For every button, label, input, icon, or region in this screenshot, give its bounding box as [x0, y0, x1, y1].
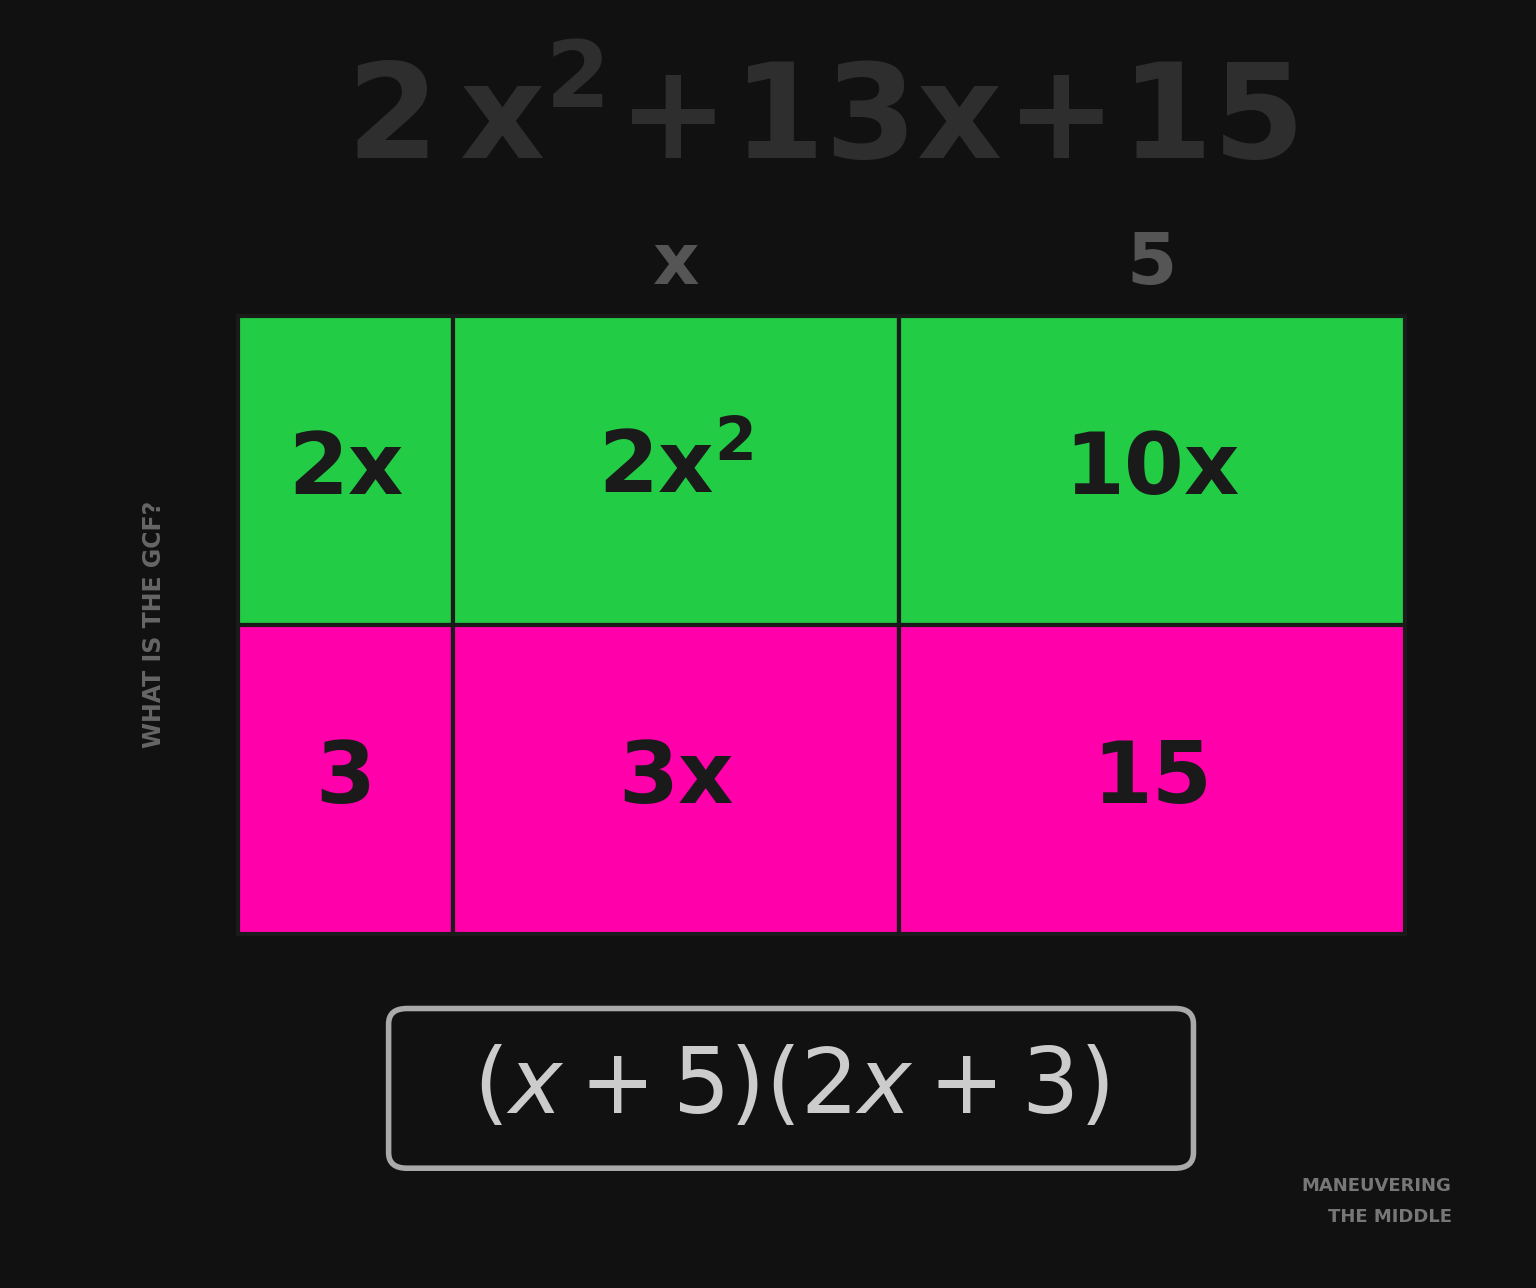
Bar [899, 625, 1405, 934]
Text: x: x [653, 229, 699, 299]
Text: 2x: 2x [287, 429, 404, 511]
FancyBboxPatch shape [389, 1009, 1193, 1168]
Bar [238, 625, 453, 934]
Text: 3: 3 [315, 738, 376, 820]
Text: $\mathbf{2\,x^2\!+\!13x\!+\!15}$: $\mathbf{2\,x^2\!+\!13x\!+\!15}$ [346, 59, 1298, 185]
Text: $(x + 5)(2x + 3)$: $(x + 5)(2x + 3)$ [473, 1045, 1109, 1132]
Bar [899, 316, 1405, 625]
Text: THE MIDDLE: THE MIDDLE [1327, 1208, 1452, 1226]
Text: 5: 5 [1127, 229, 1177, 299]
Text: WHAT IS THE GCF?: WHAT IS THE GCF? [141, 501, 166, 748]
Text: MANEUVERING: MANEUVERING [1301, 1177, 1452, 1195]
Bar [238, 316, 453, 625]
Text: 15: 15 [1092, 738, 1212, 820]
Bar [453, 625, 899, 934]
Text: 10x: 10x [1064, 429, 1240, 511]
Text: $\mathbf{2x^2}$: $\mathbf{2x^2}$ [599, 429, 753, 511]
Bar [453, 316, 899, 625]
Text: 3x: 3x [617, 738, 734, 820]
